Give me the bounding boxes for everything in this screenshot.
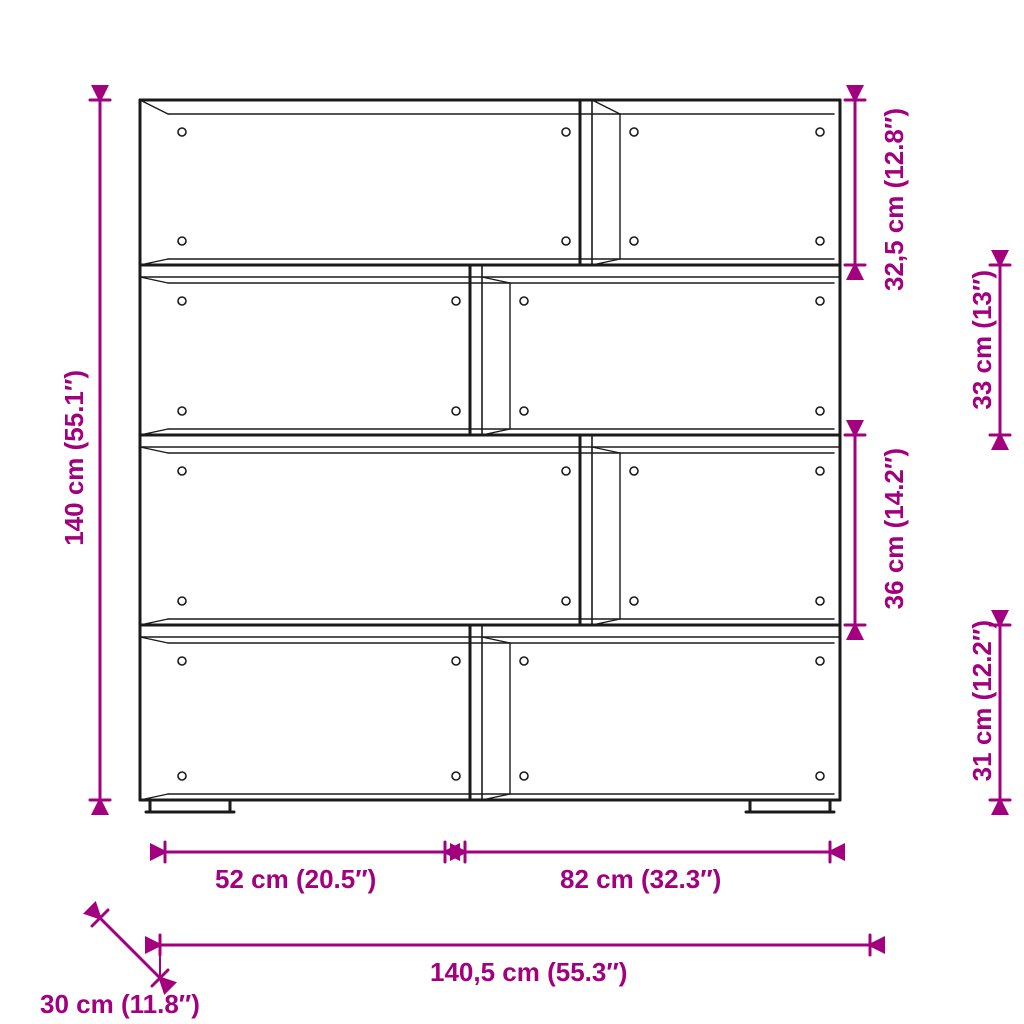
label-width-52: 52 cm (20.5″) xyxy=(215,865,376,895)
label-depth: 30 cm (11.8″) xyxy=(40,990,200,1020)
label-h2: 33 cm (13″) xyxy=(968,270,998,410)
dimension-drawing xyxy=(0,0,1024,1024)
label-total-width: 140,5 cm (55.3″) xyxy=(430,958,627,988)
label-h4: 31 cm (12.2″) xyxy=(968,620,998,781)
label-width-82: 82 cm (32.3″) xyxy=(560,865,721,895)
label-h1: 32,5 cm (12.8″) xyxy=(880,108,910,291)
label-h3: 36 cm (14.2″) xyxy=(880,448,910,609)
label-height: 140 cm (55.1″) xyxy=(60,370,90,546)
